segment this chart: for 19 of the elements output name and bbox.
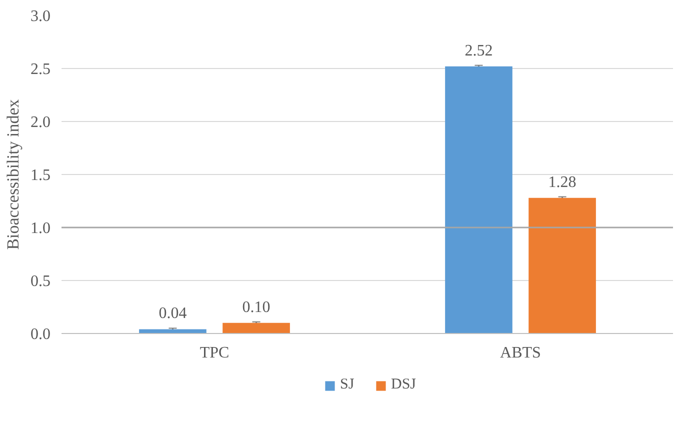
bar — [528, 198, 596, 334]
x-tick-label: ABTS — [500, 344, 541, 362]
y-tick-label: 1.5 — [30, 167, 50, 184]
bar — [445, 66, 512, 334]
y-tick-label: 2.0 — [30, 114, 50, 131]
legend-label: DSJ — [390, 376, 416, 394]
y-tick-label: 2.5 — [30, 61, 50, 78]
data-label: 0.10 — [242, 298, 270, 316]
y-tick-label: 0.5 — [30, 273, 50, 290]
data-label: 0.04 — [158, 305, 187, 322]
y-tick-label: 3.0 — [30, 8, 50, 25]
y-axis-title: Bioaccessibility index — [4, 98, 22, 250]
bar — [222, 322, 290, 334]
legend-label: SJ — [340, 376, 356, 394]
y-tick-label: 0.0 — [30, 326, 50, 343]
data-label: 2.52 — [464, 42, 493, 60]
y-tick-label: 1.0 — [30, 220, 50, 237]
x-tick-label: TPC — [200, 344, 230, 362]
data-label: 1.28 — [548, 174, 576, 191]
